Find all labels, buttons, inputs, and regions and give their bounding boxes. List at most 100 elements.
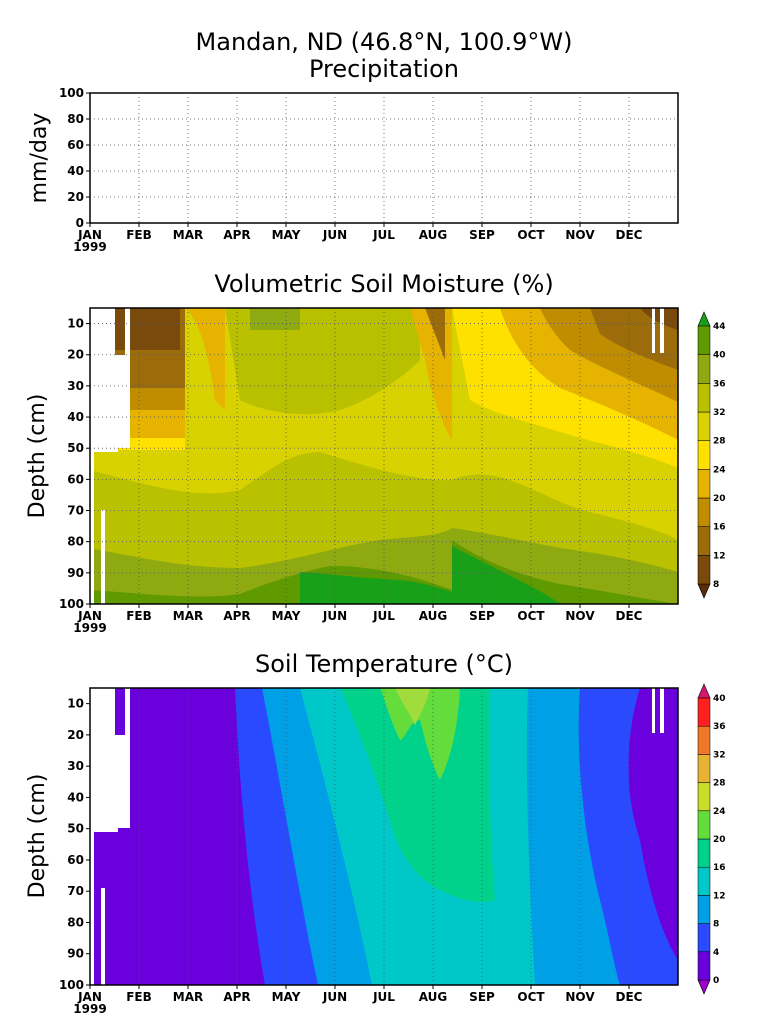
sm-colorbar-label: 32: [713, 408, 726, 418]
precip-y-tick-label: 100: [59, 86, 84, 100]
sm-summer-36: [225, 308, 420, 415]
sm-colorbar-label: 24: [713, 465, 726, 475]
sm-x-tick-label: JUL: [372, 609, 395, 623]
sm-y-tick-label: 60: [67, 472, 84, 486]
sm-x-ticks: JAN FEB MAR APR MAY JUN JUL AUG SEP OCT NOV DEC 1999: [73, 604, 643, 635]
sm-x-tick-label: FEB: [126, 609, 152, 623]
sm-missing-dec-2: [660, 308, 664, 353]
precip-x-tick-label: OCT: [517, 228, 545, 242]
sm-colorbar-label: 40: [713, 351, 726, 361]
st-colorbar-label: 32: [713, 750, 726, 760]
st-colorbar-label: 16: [713, 863, 726, 873]
precip-y-tick-label: 0: [76, 216, 84, 230]
st-colorbar-label: 4: [713, 948, 719, 958]
st-missing-dec-1: [652, 688, 655, 733]
st-band-16: [340, 688, 495, 902]
st-band-24: [395, 688, 430, 725]
st-x-tick-label: AUG: [419, 990, 448, 1004]
st-x-tick-label: SEP: [469, 990, 495, 1004]
st-y-tick-label: 100: [59, 978, 84, 992]
sm-winter-12: [115, 308, 180, 350]
st-colorbar-segment: [697, 895, 711, 924]
precip-x-tick-label: SEP: [469, 228, 495, 242]
precip-x-tick-label: NOV: [565, 228, 595, 242]
st-y-tick-label: 70: [67, 884, 84, 898]
sm-x-tick-label: AUG: [419, 609, 448, 623]
sm-x-tick-label: OCT: [517, 609, 545, 623]
sm-y-tick-label: 20: [67, 348, 84, 362]
precip-y-tick-label: 80: [67, 112, 84, 126]
precip-x-tick-label: APR: [223, 228, 250, 242]
st-band-20: [380, 688, 460, 780]
sm-band-44b: [300, 546, 560, 604]
st-x-tick-label: APR: [223, 990, 250, 1004]
sm-x-tick-label: JUN: [322, 609, 347, 623]
st-colorbar-label: 24: [713, 807, 726, 817]
precip-x-ticks: JAN FEB MAR APR MAY JUN JUL AUG SEP OCT NOV DEC 1999: [73, 223, 643, 254]
precip-x-tick-label: FEB: [126, 228, 152, 242]
st-colorbar-segment: [697, 951, 711, 981]
st-colorbar-label: 8: [713, 920, 719, 930]
st-y-tick-label: 40: [67, 790, 84, 804]
precip-x-tick-label: AUG: [419, 228, 448, 242]
sm-colorbar-segment: [697, 354, 711, 384]
soil-moisture-panel: 10 20 30 40 50 60 70 80 90 100 JAN FEB MAR APR MAY JUN…: [25, 307, 726, 635]
st-colorbar-label: 28: [713, 779, 726, 789]
sm-colorbar-label: 36: [713, 379, 726, 389]
st-x-tick-label: NOV: [565, 990, 595, 1004]
st-colorbar-label: 40: [713, 694, 726, 704]
st-x-tick-label: DEC: [616, 990, 643, 1004]
st-colorbar-segment: [697, 866, 711, 896]
st-colorbar-segment: [697, 754, 711, 783]
sm-y-tick-label: 90: [67, 566, 84, 580]
st-y-tick-label: 10: [67, 697, 84, 711]
figure-title: Mandan, ND (46.8°N, 100.9°W): [196, 28, 573, 56]
st-missing-strip-2: [101, 888, 105, 985]
st-colorbar-min-triangle: [697, 979, 711, 995]
sm-colorbar-segment: [697, 411, 711, 441]
sm-colorbar-segment: [697, 325, 711, 355]
sm-fall-16: [590, 308, 678, 370]
sm-colorbar-label: 28: [713, 437, 726, 447]
sm-colorbar-label: 44: [713, 322, 726, 332]
st-x-tick-label: JUL: [372, 990, 395, 1004]
precip-y-tick-label: 20: [67, 190, 84, 204]
st-colorbar-label: 20: [713, 835, 726, 845]
st-y-tick-label: 50: [67, 822, 84, 836]
sm-colorbar-label: 16: [713, 523, 726, 533]
precip-grid: [90, 93, 678, 223]
sm-missing-strip-2: [101, 510, 105, 604]
sm-colorbar-segment: [697, 469, 711, 499]
sm-missing-strip-1: [90, 452, 94, 604]
sm-y-tick-label: 30: [67, 379, 84, 393]
sm-colorbar-segment: [697, 383, 711, 413]
sm-colorbar-label: 12: [713, 551, 726, 561]
st-x-tick-label: MAY: [272, 990, 301, 1004]
st-missing-top-left: [90, 688, 130, 832]
sm-missing-dec-1: [652, 308, 655, 353]
sm-fall-12: [640, 308, 678, 330]
precipitation-panel: 0 20 40 60 80 100 JAN FEB MAR APR MAY JUN JUL AUG SEP…: [27, 86, 679, 254]
sm-x-tick-label: NOV: [565, 609, 595, 623]
precip-y-tick-label: 40: [67, 164, 84, 178]
st-y-axis-label: Depth (cm): [25, 774, 50, 899]
st-x-tick-label: OCT: [517, 990, 545, 1004]
precip-x-tick-label: JAN: [77, 228, 102, 242]
sm-y-tick-label: 100: [59, 597, 84, 611]
st-colorbar-segment: [697, 782, 711, 812]
sm-colorbar-max-triangle: [697, 311, 711, 327]
st-y-tick-label: 90: [67, 947, 84, 961]
sm-colorbar: 8 12 16 20 24 28 32 36 40 44: [697, 311, 726, 599]
st-y-ticks: 10 20 30 40 50 60 70 80 90 100: [59, 697, 90, 992]
precip-y-axis-label: mm/day: [27, 113, 52, 204]
st-x-tick-label: MAR: [173, 990, 203, 1004]
sm-y-axis-label: Depth (cm): [25, 394, 50, 519]
st-x-ticks: JAN FEB MAR APR MAY JUN JUL AUG SEP OCT NOV DEC 1999: [73, 985, 643, 1016]
st-colorbar-segment: [697, 725, 711, 755]
precip-title: Precipitation: [309, 55, 459, 83]
precip-x-tick-label: MAY: [272, 228, 301, 242]
precip-x-tick-label: JUN: [322, 228, 347, 242]
sm-aug-16: [425, 308, 445, 360]
st-colorbar-max-triangle: [697, 683, 711, 699]
